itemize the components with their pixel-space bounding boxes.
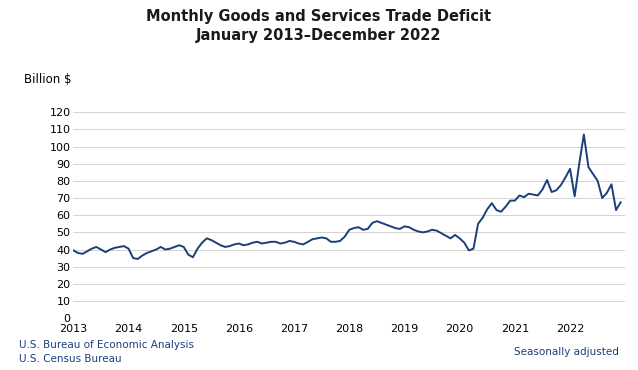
Text: January 2013–December 2022: January 2013–December 2022 — [197, 28, 441, 43]
Text: U.S. Census Bureau: U.S. Census Bureau — [19, 354, 122, 364]
Text: U.S. Bureau of Economic Analysis: U.S. Bureau of Economic Analysis — [19, 340, 194, 350]
Text: Billion $: Billion $ — [24, 73, 71, 87]
Text: Seasonally adjusted: Seasonally adjusted — [514, 347, 619, 357]
Text: Monthly Goods and Services Trade Deficit: Monthly Goods and Services Trade Deficit — [147, 9, 491, 24]
